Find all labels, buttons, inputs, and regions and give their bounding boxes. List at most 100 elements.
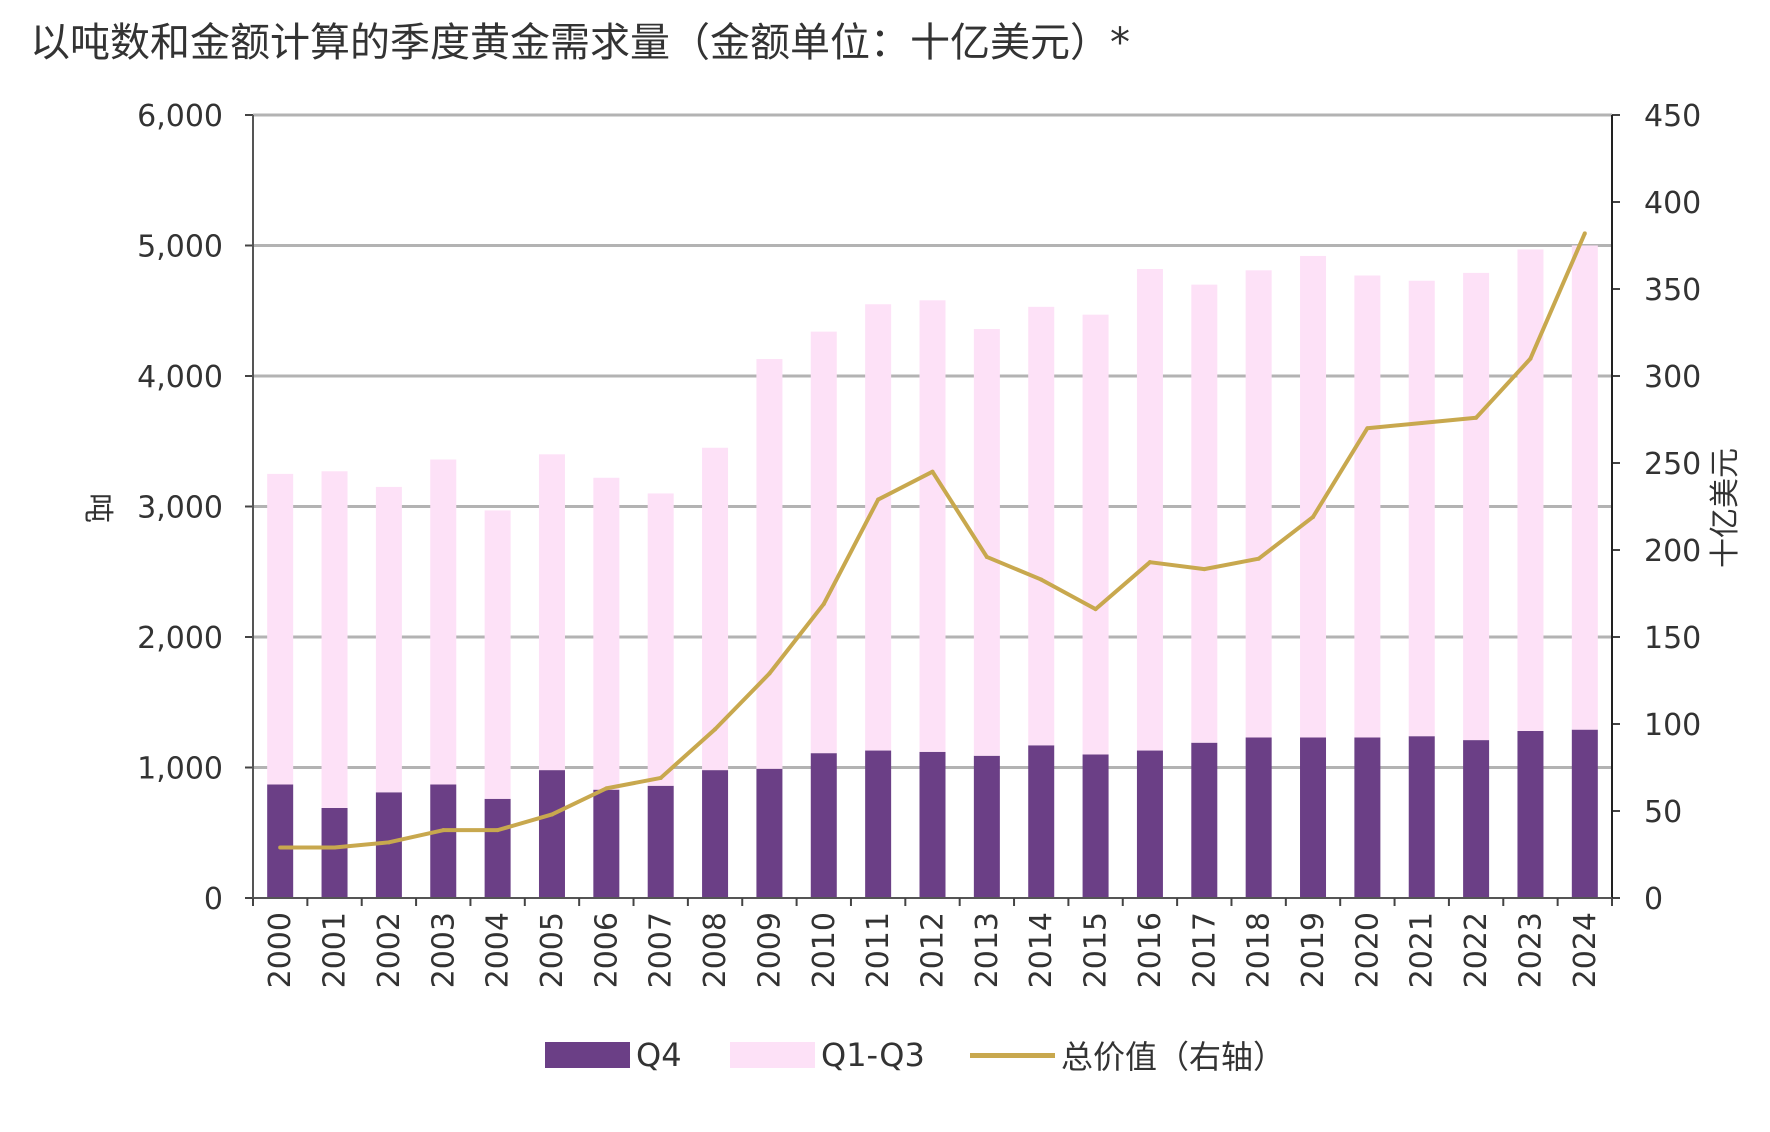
y-left-tick-label: 3,000 <box>137 491 223 526</box>
bar-q4 <box>1136 750 1163 898</box>
total-value-point <box>1528 356 1533 361</box>
total-value-point <box>332 845 337 850</box>
bar-q4 <box>810 753 837 898</box>
x-tick-label: 2010 <box>807 912 842 988</box>
bar-q1-q3 <box>484 510 511 799</box>
chart-canvas: 0 1,000 2,000 3,000 4,000 5,000 6,000 0 50 100 150… <box>80 99 1743 988</box>
total-value-point <box>1582 231 1587 236</box>
bar-q1-q3 <box>321 471 348 808</box>
bar-q4 <box>919 751 946 898</box>
x-tick-label: 2001 <box>318 912 353 988</box>
total-value-point <box>1311 514 1316 519</box>
x-tick-label: 2011 <box>861 912 896 988</box>
x-tick-label: 2024 <box>1568 912 1603 988</box>
x-tick-label: 2003 <box>426 912 461 988</box>
bar-q1-q3 <box>647 493 674 786</box>
y-left-tick-label: 6,000 <box>137 99 223 134</box>
bar-q4 <box>538 770 565 898</box>
bar-q4 <box>484 798 511 898</box>
bar-q4 <box>1300 737 1327 898</box>
total-value-point <box>495 828 500 833</box>
total-value-point <box>984 554 989 559</box>
value-line <box>278 231 1587 850</box>
x-tick-label: 2000 <box>263 912 298 988</box>
legend: Q4 Q1-Q3 总价值（右轴） <box>0 1025 1770 1085</box>
bar-q4 <box>1191 742 1218 898</box>
bar-q1-q3 <box>1571 245 1598 730</box>
bar-q4 <box>1408 736 1435 898</box>
bar-q4 <box>1354 737 1381 898</box>
legend-label-total-value: 总价值（右轴） <box>1061 1038 1286 1076</box>
bar-q1-q3 <box>267 473 294 785</box>
total-value-point <box>1365 426 1370 431</box>
total-value-point <box>441 828 446 833</box>
bar-q1-q3 <box>1408 280 1435 737</box>
bar-q4 <box>1028 745 1055 898</box>
x-tick-label: 2008 <box>698 912 733 988</box>
x-tick-label: 2016 <box>1133 912 1168 988</box>
x-tick-label: 2023 <box>1513 912 1548 988</box>
total-value-point <box>278 845 283 850</box>
total-value-point <box>1039 577 1044 582</box>
bar-q1-q3 <box>810 331 837 754</box>
bar-q4 <box>593 789 620 898</box>
x-tick-label: 2004 <box>481 912 516 988</box>
total-value-point <box>604 786 609 791</box>
y-left-tick-label: 1,000 <box>137 752 223 787</box>
y-right-tick-label: 50 <box>1644 795 1682 830</box>
total-value-point <box>1093 607 1098 612</box>
x-tick-label: 2020 <box>1350 912 1385 988</box>
bar-q4 <box>1082 754 1109 898</box>
bar-q1-q3 <box>1354 275 1381 738</box>
total-value-point <box>876 497 881 502</box>
y-right-tick-label: 350 <box>1644 273 1701 308</box>
bar-q4 <box>756 768 783 898</box>
total-value-point <box>658 775 663 780</box>
bar-q4 <box>1463 740 1490 898</box>
bar-q4 <box>702 770 729 898</box>
x-tick-label: 2021 <box>1405 912 1440 988</box>
x-tick-label: 2007 <box>644 912 679 988</box>
x-tick-label: 2022 <box>1459 912 1494 988</box>
total-value-point <box>821 601 826 606</box>
axes <box>245 114 1620 906</box>
total-value-point <box>767 671 772 676</box>
bar-q4 <box>430 784 457 898</box>
x-tick-label: 2018 <box>1242 912 1277 988</box>
y-right-tick-label: 300 <box>1644 360 1701 395</box>
total-value-point <box>1147 560 1152 565</box>
y-left-tick-label: 5,000 <box>137 230 223 265</box>
bar-q1-q3 <box>1463 272 1490 741</box>
legend-swatch-q4 <box>545 1042 630 1068</box>
x-tick-label: 2017 <box>1187 912 1222 988</box>
y-right-tick-label: 0 <box>1644 882 1663 917</box>
x-tick-label: 2005 <box>535 912 570 988</box>
bar-q4 <box>973 755 1000 898</box>
y-axis-left-label: 吨 <box>80 493 115 523</box>
total-value-point <box>713 727 718 732</box>
total-value-point <box>930 469 935 474</box>
bar-q1-q3 <box>702 447 729 771</box>
y-right-tick-label: 200 <box>1644 534 1701 569</box>
y-right-tick-label: 150 <box>1644 621 1701 656</box>
legend-item-total-value: 总价值（右轴） <box>970 1025 1285 1085</box>
total-value-point <box>386 840 391 845</box>
bar-q1-q3 <box>593 477 620 790</box>
legend-item-q4: Q4 <box>545 1025 682 1085</box>
bar-q1-q3 <box>430 459 457 785</box>
total-value-point <box>1256 556 1261 561</box>
x-tick-label: 2006 <box>589 912 624 988</box>
legend-label-q4: Q4 <box>636 1036 682 1074</box>
y-right-tick-label: 100 <box>1644 708 1701 743</box>
y-right-tick-label: 250 <box>1644 447 1701 482</box>
tick-labels: 0 1,000 2,000 3,000 4,000 5,000 6,000 0 50 100 150… <box>137 99 1701 988</box>
x-tick-label: 2013 <box>970 912 1005 988</box>
x-tick-label: 2014 <box>1024 912 1059 988</box>
bar-q1-q3 <box>1082 314 1109 755</box>
chart-title: 以吨数和金额计算的季度黄金需求量（金额单位：十亿美元）* <box>30 20 1130 66</box>
legend-swatch-q1-q3 <box>730 1042 815 1068</box>
y-axis-right-label: 十亿美元 <box>1708 448 1743 568</box>
bar-q1-q3 <box>1517 249 1544 731</box>
x-tick-label: 2002 <box>372 912 407 988</box>
legend-swatch-total-value <box>970 1052 1055 1058</box>
